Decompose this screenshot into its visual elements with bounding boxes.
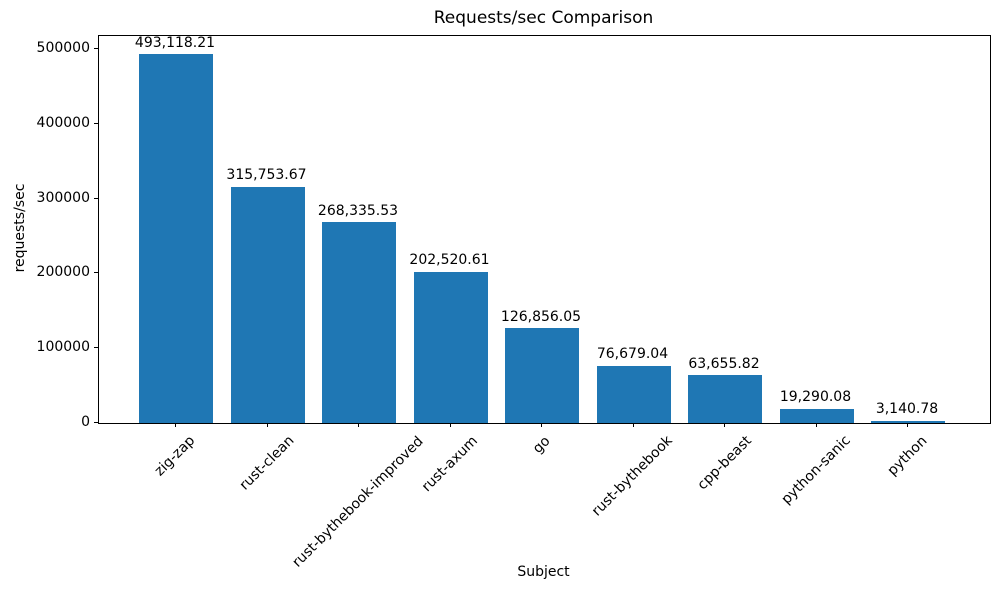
x-tick-label-python: python — [883, 433, 930, 479]
y-tick-mark-200000 — [94, 272, 98, 274]
bar-python-sanic — [779, 408, 854, 423]
bar-value-label-go: 126,856.05 — [500, 308, 582, 325]
x-tick-mark-python — [907, 423, 908, 427]
bar-value-label-rust-bythebook-improved: 268,335.53 — [317, 202, 399, 219]
x-tick-label-zig-zap: zig-zap — [151, 433, 199, 480]
y-tick-mark-500000 — [94, 48, 98, 49]
x-tick-mark-cpp-beast — [724, 423, 725, 427]
bar-rust-axum — [413, 271, 488, 423]
bar-rust-bythebook — [596, 365, 671, 423]
y-tick-mark-300000 — [94, 197, 98, 199]
bar-go — [505, 328, 579, 423]
x-tick-mark-zig-zap — [175, 423, 176, 427]
x-tick-mark-rust-bythebook-improved — [358, 423, 359, 427]
bar-value-label-rust-bythebook: 76,679.04 — [596, 346, 669, 363]
x-tick-mark-go — [541, 423, 542, 427]
chart-title: Requests/sec Comparison — [433, 8, 654, 28]
plot-area — [98, 35, 991, 424]
y-axis-label: requests/sec — [12, 183, 28, 273]
x-tick-label-rust-bythebook: rust-bythebook — [588, 433, 676, 520]
x-tick-label-rust-axum: rust-axum — [418, 433, 481, 496]
bar-value-label-cpp-beast: 63,655.82 — [688, 356, 760, 372]
y-tick-label-0: 0 — [81, 414, 90, 430]
x-axis-label: Subject — [517, 564, 570, 580]
bar-cpp-beast — [688, 375, 762, 423]
y-tick-mark-400000 — [94, 122, 98, 124]
y-tick-label-300000: 300000 — [36, 189, 90, 206]
x-tick-label-python-sanic: python-sanic — [778, 432, 854, 509]
y-tick-mark-100000 — [94, 347, 98, 349]
bar-value-label-python: 3,140.78 — [875, 401, 939, 418]
y-tick-label-100000: 100000 — [36, 339, 90, 356]
x-tick-label-cpp-beast: cpp-beast — [693, 432, 755, 494]
x-tick-label-go: go — [529, 432, 554, 457]
y-tick-mark-0 — [94, 422, 98, 423]
bar-value-label-python-sanic: 19,290.08 — [779, 389, 852, 406]
bar-python — [871, 420, 945, 423]
x-tick-label-rust-clean: rust-clean — [236, 432, 297, 494]
bar-value-label-zig-zap: 493,118.21 — [134, 34, 216, 51]
x-tick-mark-python-sanic — [815, 423, 817, 427]
bar-value-label-rust-clean: 315,753.67 — [226, 167, 307, 184]
y-tick-label-200000: 200000 — [36, 264, 90, 281]
bar-zig-zap — [139, 54, 213, 423]
x-tick-mark-rust-clean — [266, 423, 268, 427]
y-tick-label-500000: 500000 — [36, 40, 90, 56]
y-tick-label-400000: 400000 — [36, 114, 90, 131]
x-tick-label-rust-bythebook-improved: rust-bythebook-improved — [289, 432, 427, 571]
x-tick-mark-rust-axum — [449, 423, 451, 427]
bar-rust-clean — [230, 186, 305, 423]
bar-value-label-rust-axum: 202,520.61 — [409, 252, 490, 269]
bar-rust-bythebook-improved — [322, 222, 396, 423]
x-tick-mark-rust-bythebook — [632, 423, 634, 427]
